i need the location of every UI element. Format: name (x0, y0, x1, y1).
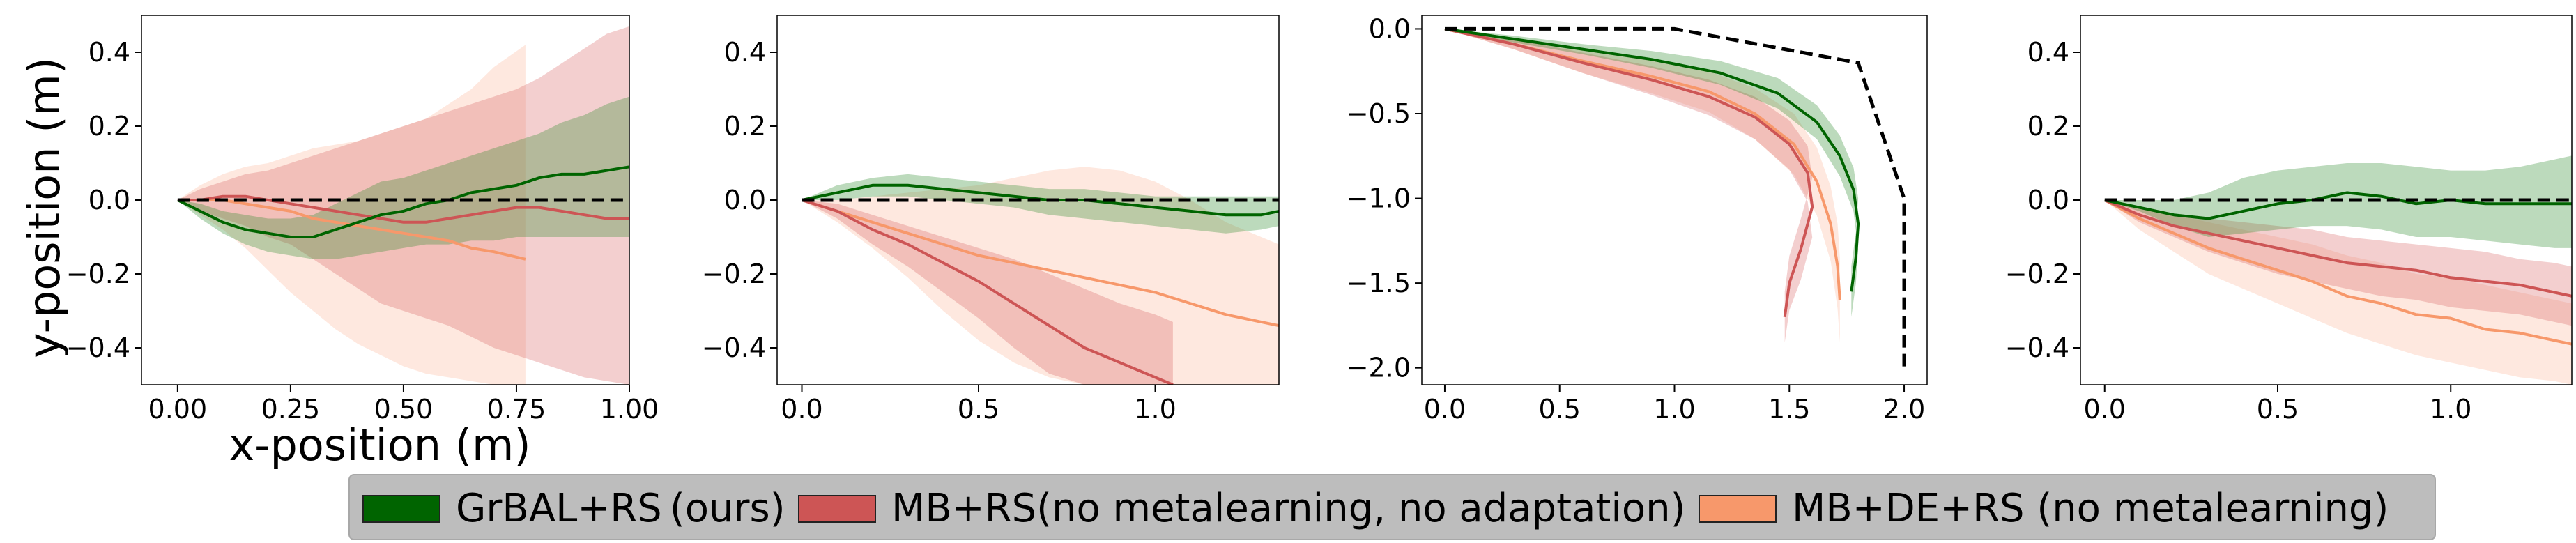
mean-line-mb-de-rs (801, 199, 1279, 328)
y-tick-label: 0.4 (2027, 37, 2069, 68)
legend-label-mb-de-rs: MB+DE+RS (no metalearning) (1792, 486, 2389, 531)
plot-area (801, 167, 1279, 385)
x-tick-label: 0.75 (487, 394, 546, 425)
y-tick-label: −0.2 (2005, 259, 2069, 289)
legend-label-grbal: GrBAL+RS (ours) (456, 486, 785, 531)
mean-line-grbal (2104, 191, 2572, 220)
plot-area (1444, 26, 1906, 368)
x-tick-label: 0.25 (261, 394, 321, 425)
y-tick-label: −0.4 (702, 332, 766, 363)
confidence-band-mb-rs (177, 26, 629, 385)
plot-area (2103, 155, 2572, 385)
confidence-band-mb-rs (1445, 29, 1813, 343)
y-tick-label: −0.4 (2005, 332, 2069, 363)
x-tick-label: 0.0 (781, 394, 822, 425)
legend-item-mb-de-rs: MB+DE+RS (no metalearning) (1699, 475, 2389, 542)
confidence-band-mb-rs (2104, 200, 2572, 326)
y-tick-label: −1.0 (1347, 183, 1411, 214)
y-tick-label: −0.5 (1347, 98, 1411, 129)
y-tick-label: −1.5 (1347, 268, 1411, 298)
mean-line-mb-rs (177, 194, 629, 224)
y-tick-label: 0.4 (89, 37, 130, 68)
y-tick-label: 0.0 (89, 185, 130, 215)
legend-label-mb-rs: MB+RS(no metalearning, no adaptation) (891, 486, 1686, 531)
y-tick-label: −0.2 (702, 259, 766, 289)
confidence-band-mb-rs (802, 200, 1173, 385)
panel-2: 0.0 0.5 1.0 0.4 0.2 0.0 −0.2 −0.4 (702, 15, 1280, 425)
trajectory-figure: y-position (m) x-position (m) 0.00 0.25 0.… (19, 13, 2573, 471)
confidence-band-grbal (177, 96, 629, 259)
y-tick-label: −2.0 (1347, 353, 1411, 383)
x-tick-label: 1.0 (1653, 394, 1695, 425)
y-axis-label: y-position (m) (19, 57, 70, 358)
confidence-band-grbal (802, 174, 1279, 234)
y-tick-label: 0.0 (1369, 13, 1411, 44)
legend-item-grbal: GrBAL+RS (ours) (362, 475, 785, 542)
x-tick-label: 0.0 (1424, 394, 1466, 425)
panel-1: 0.00 0.25 0.50 0.75 1.00 0.4 0.2 0.0 −0.2 −0.4 (66, 15, 659, 425)
x-tick-label: 1.0 (2430, 394, 2471, 425)
mean-line-mb-rs (2104, 199, 2572, 298)
confidence-band-mb-de-rs (802, 167, 1279, 385)
mean-line-grbal (177, 165, 629, 238)
x-tick-label: 0.00 (148, 394, 208, 425)
x-axis-label: x-position (m) (229, 420, 530, 471)
x-tick-label: 2.0 (1883, 394, 1925, 425)
legend-swatch-mb-rs (798, 494, 876, 523)
y-tick-label: −0.2 (66, 259, 130, 289)
y-tick-label: 0.2 (724, 111, 766, 142)
confidence-band-grbal (2104, 155, 2572, 248)
mean-line-mb-de-rs (177, 199, 526, 261)
y-tick-label: 0.4 (724, 37, 766, 68)
panel-3: 0.0 0.5 1.0 1.5 2.0 0.0 −0.5 −1.0 −1.5 −2.0 (1347, 13, 1928, 425)
legend-item-mb-rs: MB+RS(no metalearning, no adaptation) (798, 475, 1686, 542)
y-tick-label: 0.2 (89, 111, 130, 142)
y-tick-label: −0.4 (66, 332, 130, 363)
mean-line-mb-rs (1444, 27, 1814, 318)
y-tick-label: 0.0 (2027, 185, 2069, 215)
x-tick-label: 1.5 (1768, 394, 1810, 425)
x-tick-label: 0.5 (2257, 394, 2299, 425)
plot-area (177, 26, 629, 385)
mean-line-grbal (1444, 27, 1860, 292)
y-tick-label: 0.2 (2027, 111, 2069, 142)
panel-4: 0.0 0.5 1.0 0.4 0.2 0.0 −0.2 −0.4 (2005, 15, 2573, 425)
y-tick-label: 0.0 (724, 185, 766, 215)
legend: GrBAL+RS (ours) MB+RS(no metalearning, n… (348, 474, 2436, 540)
legend-swatch-mb-de-rs (1699, 494, 1777, 523)
mean-line-mb-de-rs (2103, 199, 2572, 346)
x-tick-label: 1.0 (1134, 394, 1176, 425)
x-tick-label: 0.5 (1539, 394, 1581, 425)
x-tick-label: 0.5 (958, 394, 999, 425)
x-tick-label: 1.00 (600, 394, 659, 425)
x-tick-label: 0.50 (374, 394, 434, 425)
mean-line-mb-rs (801, 199, 1174, 385)
reference-trajectory (1445, 26, 1906, 368)
legend-swatch-grbal (362, 494, 440, 523)
x-tick-label: 0.0 (2084, 394, 2126, 425)
